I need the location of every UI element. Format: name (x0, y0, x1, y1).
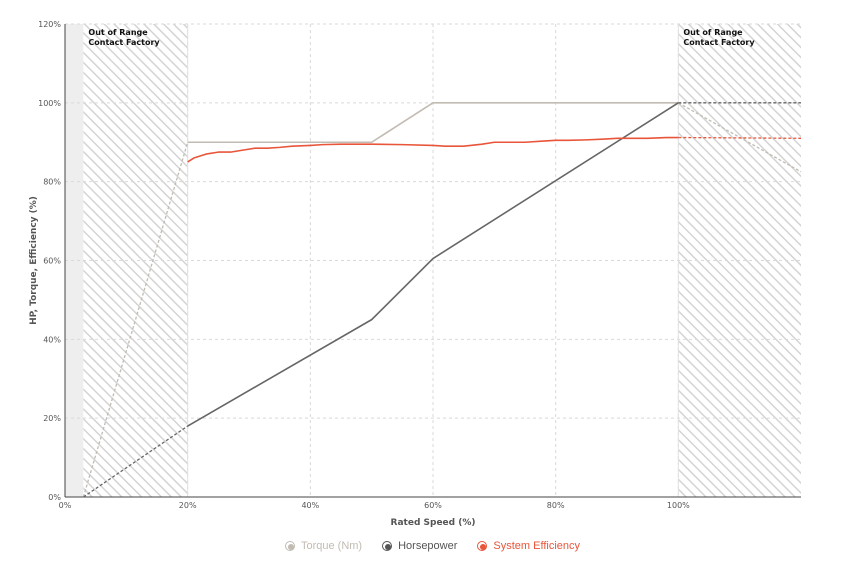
x-tick-label: 80% (547, 501, 565, 510)
y-tick-label: 0% (48, 493, 61, 502)
out-of-range-label-1: Out of Range (88, 28, 148, 37)
low-speed-band (65, 24, 84, 497)
legend-label-torque: Torque (Nm) (300, 540, 363, 552)
legend-dot-torque (284, 541, 295, 551)
horsepower-line (187, 102, 679, 427)
torque-nm-dashed-low (82, 142, 189, 498)
y-axis-title: HP, Torque, Efficiency (%) (29, 196, 39, 325)
horsepower-dashed-low (83, 425, 189, 498)
x-tick-label: 60% (424, 501, 442, 510)
x-axis-title: Rated Speed (%) (391, 518, 476, 528)
x-tick-label: 40% (301, 501, 319, 510)
y-tick-label: 60% (43, 257, 61, 266)
legend-label-horsepower: Horsepower (398, 540, 458, 552)
legend-dot-horsepower (382, 541, 393, 551)
legend-label-efficiency: System Efficiency (493, 540, 581, 552)
y-tick-label: 20% (43, 414, 61, 423)
out-of-range-zone-1 (83, 24, 188, 497)
y-tick-label: 40% (43, 335, 61, 344)
legend-dot-efficiency (477, 541, 488, 551)
system-efficiency-dashed-high (678, 136, 802, 139)
x-tick-label: 100% (667, 501, 690, 510)
torque-nm-line (187, 102, 679, 144)
legend: Torque (Nm) Horsepower System Efficiency (0, 540, 865, 552)
out-of-range-label-2: Contact Factory (683, 38, 755, 47)
legend-item-horsepower[interactable]: Horsepower (382, 540, 457, 552)
legend-item-efficiency[interactable]: System Efficiency (477, 540, 580, 552)
out-of-range-label-2: Out of Range (683, 28, 743, 37)
x-tick-label: 0% (59, 501, 72, 510)
y-tick-label: 80% (43, 178, 61, 187)
y-tick-label: 100% (38, 99, 61, 108)
legend-item-torque[interactable]: Torque (Nm) (284, 540, 363, 552)
system-efficiency-line (187, 136, 679, 163)
x-tick-label: 20% (179, 501, 197, 510)
out-of-range-label-1: Contact Factory (88, 38, 160, 47)
y-tick-label: 120% (38, 20, 61, 29)
